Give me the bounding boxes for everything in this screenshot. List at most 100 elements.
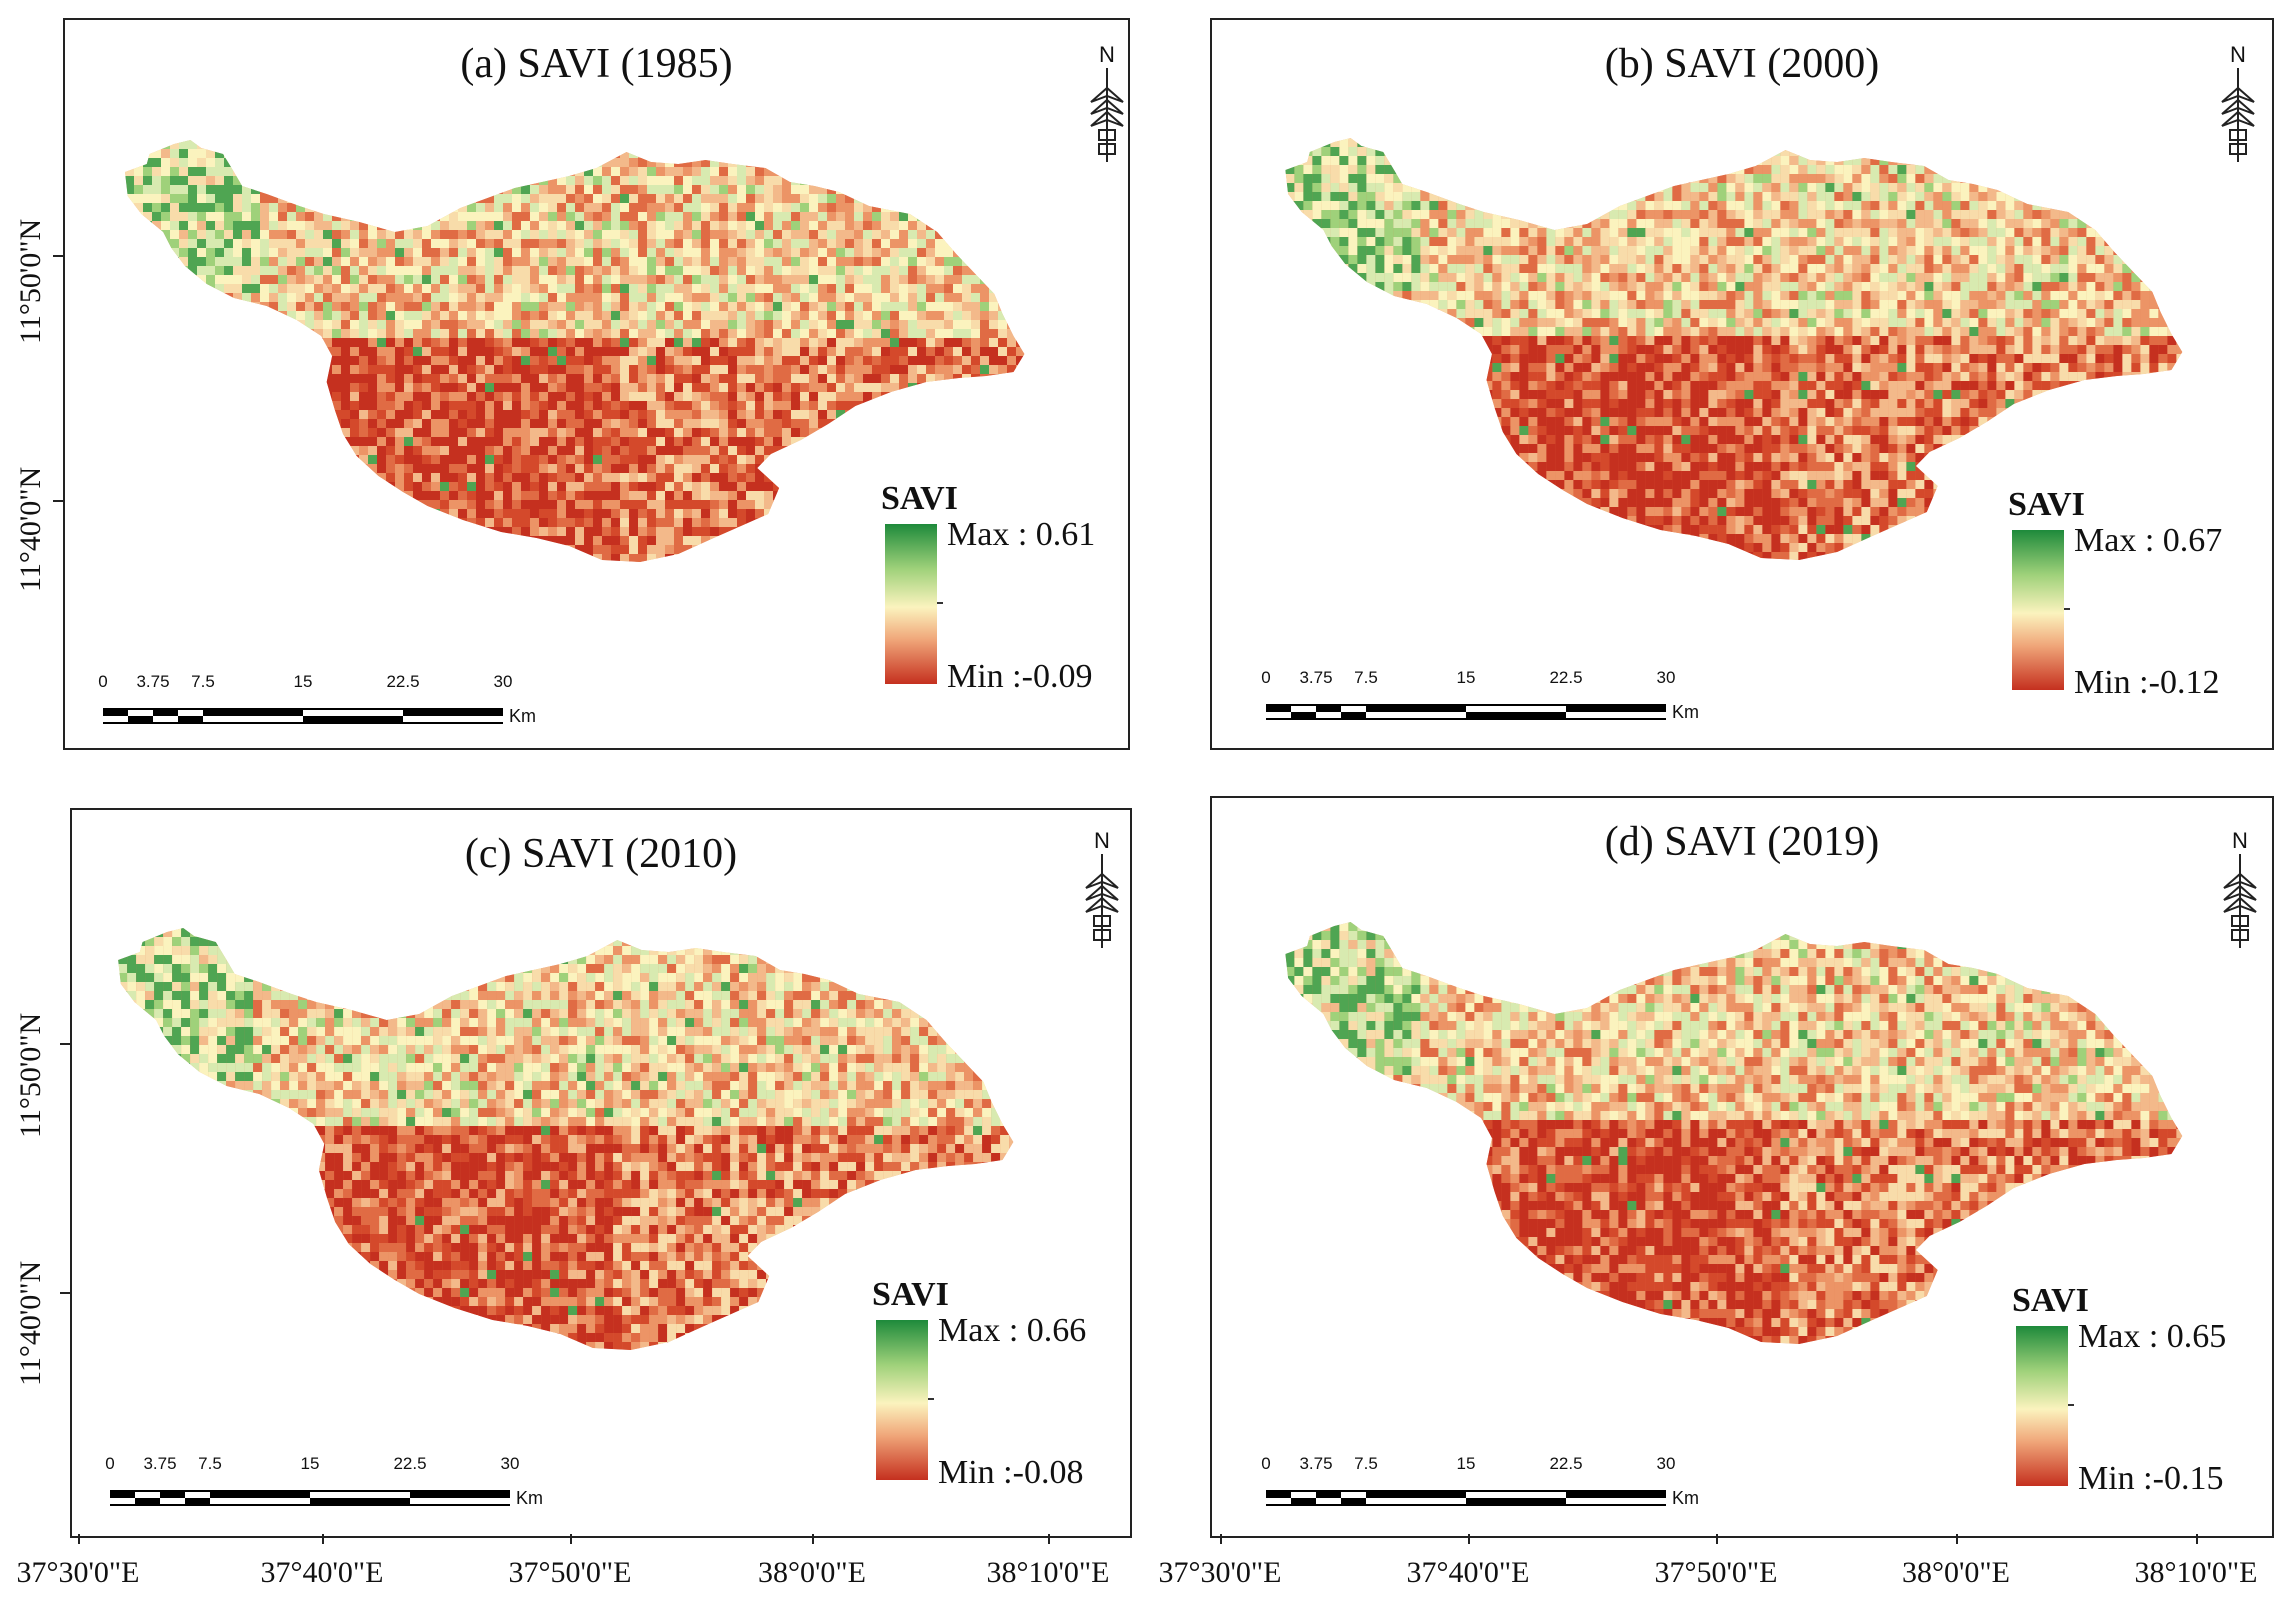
north-arrow-icon: [2223, 854, 2257, 948]
watershed-map: [1285, 138, 2183, 560]
scale-bar-segment: [1366, 1492, 1466, 1498]
legend: SAVI Max : 0.66 Min :-0.08: [872, 1276, 1130, 1516]
legend: SAVI Max : 0.61 Min :-0.09: [881, 480, 1128, 720]
latitude-label: 11°50'0"N: [14, 1012, 47, 1138]
scale-bar-segment: [110, 1492, 135, 1498]
scale-bar-label: 0: [1261, 1454, 1271, 1473]
scale-bar-segment: [103, 710, 128, 716]
north-arrow: N: [2216, 42, 2260, 162]
scale-bar-segment: [210, 1498, 310, 1504]
legend-max-label: Max : 0.65: [2078, 1318, 2227, 1355]
scale-bar-segment: [410, 1498, 510, 1504]
scale-bar-segment: [1291, 1492, 1316, 1498]
legend-title: SAVI: [2012, 1282, 2089, 1319]
panel-title: (b) SAVI (2000): [1604, 41, 1880, 87]
scale-bar: 0 3.75 7.5 15 22.5 30 Km: [1261, 668, 1726, 738]
scale-bar-label: 15: [1456, 1454, 1476, 1473]
scale-bar-label: 22.5: [1549, 668, 1583, 687]
scale-bar-segment: [1291, 706, 1316, 712]
scale-bar-segment: [135, 1498, 160, 1504]
legend-tick: [2068, 1404, 2074, 1406]
longitude-label: 37°30'0"E: [16, 1556, 140, 1589]
scale-bar-segment: [1366, 706, 1466, 712]
scale-bar-segment: [1566, 1498, 1666, 1504]
scale-bar-segment: [178, 716, 203, 722]
axis-tick: [322, 1534, 324, 1544]
axis-tick: [1716, 1534, 1718, 1544]
scale-bar-segment: [403, 716, 503, 722]
legend-min-label: Min :-0.12: [2074, 664, 2220, 701]
axis-tick: [78, 1534, 80, 1544]
north-label: N: [1094, 828, 1110, 853]
scale-bar-segment: [1566, 1492, 1666, 1498]
scale-bar-segment: [178, 710, 203, 716]
scale-bar-segment: [1266, 1492, 1291, 1498]
legend: SAVI Max : 0.65 Min :-0.15: [2012, 1282, 2272, 1522]
scale-bar-segment: [185, 1498, 210, 1504]
scale-bar-segment: [1466, 1498, 1566, 1504]
scale-bar-label: 22.5: [386, 672, 420, 691]
scale-bar-label: 3.75: [143, 1454, 177, 1473]
legend-title: SAVI: [872, 1276, 949, 1313]
scale-bar-segment: [1266, 1498, 1291, 1504]
legend-tick: [928, 1398, 934, 1400]
scale-bar-label: 7.5: [198, 1454, 222, 1473]
legend-color-ramp: [2016, 1326, 2068, 1486]
map-panel-a: (a) SAVI (1985) N SAVI Max : 0.61 Min :-…: [63, 18, 1130, 750]
longitude-label: 37°50'0"E: [508, 1556, 632, 1589]
legend-tick: [937, 602, 943, 604]
scale-bar-segment: [1341, 1492, 1366, 1498]
scale-bar-unit: Km: [1672, 702, 1699, 722]
scale-bar-segment: [1266, 712, 1291, 718]
scale-bar-segment: [1316, 1498, 1341, 1504]
scale-bar-segment: [1466, 1492, 1566, 1498]
scale-bar-segment: [185, 1492, 210, 1498]
map-panel-d: (d) SAVI (2019) N SAVI Max : 0.65 Min :-…: [1210, 796, 2274, 1538]
legend-color-ramp: [885, 524, 937, 684]
scale-bar-label: 15: [1456, 668, 1476, 687]
axis-tick: [60, 1043, 70, 1045]
scale-bar-segment: [1366, 1498, 1466, 1504]
scale-bar: 0 3.75 7.5 15 22.5 30 Km: [98, 672, 563, 742]
legend-color-ramp: [876, 1320, 928, 1480]
scale-bar-segment: [1341, 706, 1366, 712]
map-panel-c: (c) SAVI (2010) N SAVI Max : 0.66 Min :-…: [70, 808, 1132, 1538]
watershed-map: [1285, 922, 2183, 1344]
scale-bar-segment: [410, 1492, 510, 1498]
scale-bar-segment: [1316, 712, 1341, 718]
axis-tick: [812, 1534, 814, 1544]
scale-bar-label: 3.75: [1299, 1454, 1333, 1473]
scale-bar-label: 22.5: [1549, 1454, 1583, 1473]
scale-bar-segment: [128, 710, 153, 716]
scale-bar-label: 22.5: [393, 1454, 427, 1473]
scale-bar-segment: [310, 1498, 410, 1504]
scale-bar-label: 7.5: [1354, 1454, 1378, 1473]
scale-bar-unit: Km: [509, 706, 536, 726]
north-arrow-icon: [2221, 68, 2255, 162]
scale-bar-label: 15: [293, 672, 313, 691]
north-label: N: [1099, 42, 1115, 67]
watershed-map: [118, 928, 1014, 1350]
scale-bar-segment: [1566, 712, 1666, 718]
legend-min-label: Min :-0.09: [947, 658, 1093, 695]
axis-tick: [60, 1292, 70, 1294]
scale-bar-segment: [1316, 706, 1341, 712]
legend-max-label: Max : 0.66: [938, 1312, 1087, 1349]
legend-min-label: Min :-0.08: [938, 1454, 1084, 1491]
axis-tick: [1048, 1534, 1050, 1544]
scale-bar-label: 0: [1261, 668, 1271, 687]
scale-bar-label: 7.5: [191, 672, 215, 691]
scale-bar-label: 0: [105, 1454, 115, 1473]
scale-bar-segment: [1266, 706, 1291, 712]
scale-bar-segment: [1366, 712, 1466, 718]
north-label: N: [2230, 42, 2246, 67]
axis-tick: [53, 255, 63, 257]
scale-bar-segment: [1466, 712, 1566, 718]
scale-bar-label: 30: [1656, 668, 1676, 687]
longitude-label: 38°10'0"E: [2134, 1556, 2258, 1589]
longitude-label: 37°40'0"E: [1406, 1556, 1530, 1589]
north-arrow-icon: [1085, 854, 1119, 948]
scale-bar-label: 3.75: [1299, 668, 1333, 687]
scale-bar-segment: [128, 716, 153, 722]
scale-bar-segment: [110, 1498, 135, 1504]
